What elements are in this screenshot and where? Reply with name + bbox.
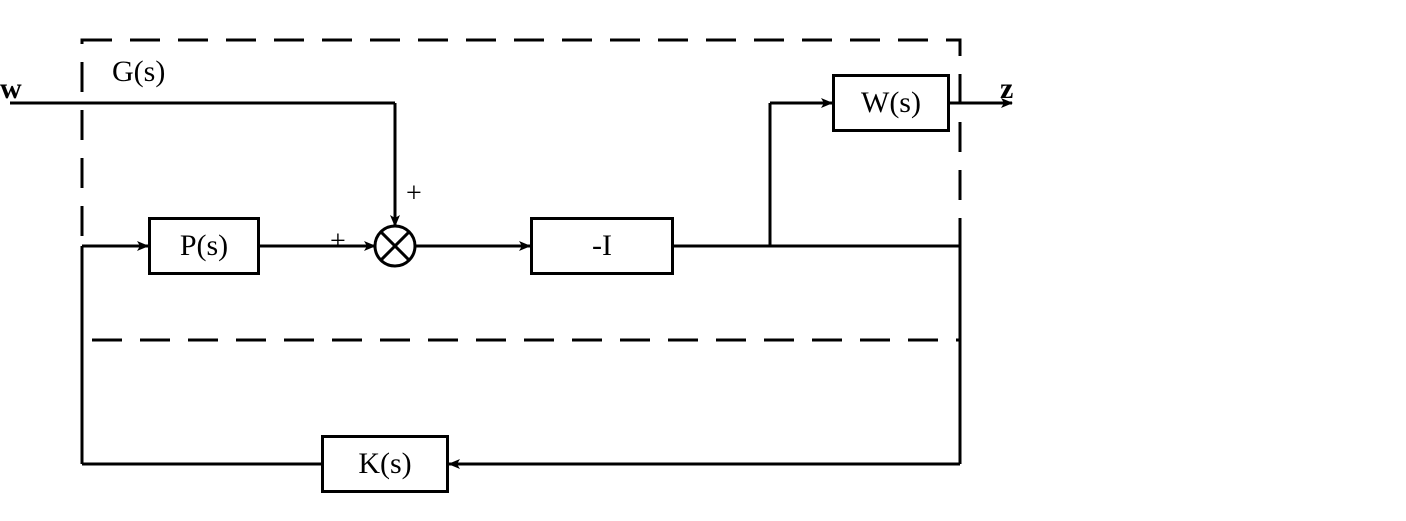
sign-plus-left: +: [330, 226, 346, 258]
sign-plus-top: +: [406, 178, 422, 210]
block-ws-label: W(s): [861, 86, 921, 120]
block-ks-label: K(s): [358, 447, 411, 481]
block-ks: K(s): [321, 435, 449, 493]
label-w: w: [0, 72, 22, 106]
block-ps-label: P(s): [180, 229, 228, 263]
diagram-canvas: P(s) -I W(s) K(s) w z G(s) + +: [0, 0, 1406, 521]
dashed-subsystem-box: [82, 40, 960, 340]
block-negi: -I: [530, 217, 674, 275]
label-gs: G(s): [112, 55, 165, 89]
block-ws: W(s): [832, 74, 950, 132]
block-negi-label: -I: [592, 229, 612, 263]
block-ps: P(s): [148, 217, 260, 275]
label-z: z: [1000, 72, 1013, 106]
